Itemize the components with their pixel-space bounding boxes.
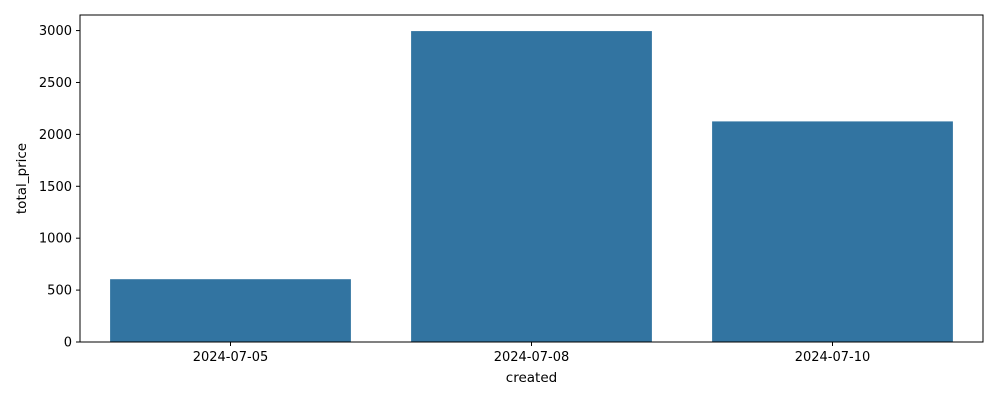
plot-frame <box>79 14 984 343</box>
y-ticks-group: 0 500 1000 1500 2000 2500 3000 <box>39 24 80 351</box>
y-tick-label: 2500 <box>39 76 72 91</box>
y-tick-label: 1000 <box>39 232 72 247</box>
x-axis-label: created <box>506 370 557 386</box>
bar-2024-07-08 <box>411 31 652 342</box>
x-tick-label: 2024-07-10 <box>795 350 871 365</box>
y-tick-label: 3000 <box>39 24 72 39</box>
x-tick-label: 2024-07-05 <box>193 350 269 365</box>
y-tick-label: 2000 <box>39 128 72 143</box>
y-tick-label: 0 <box>64 336 72 351</box>
x-tick-label: 2024-07-08 <box>494 350 570 365</box>
y-tick-label: 500 <box>47 284 72 299</box>
bar-2024-07-10 <box>712 121 953 343</box>
bars-group <box>110 31 953 343</box>
y-tick-label: 1500 <box>39 180 72 195</box>
y-axis-label: total_price <box>14 143 30 214</box>
x-ticks-group: 2024-07-05 2024-07-08 2024-07-10 <box>193 342 871 365</box>
bar-2024-07-05 <box>110 279 351 342</box>
